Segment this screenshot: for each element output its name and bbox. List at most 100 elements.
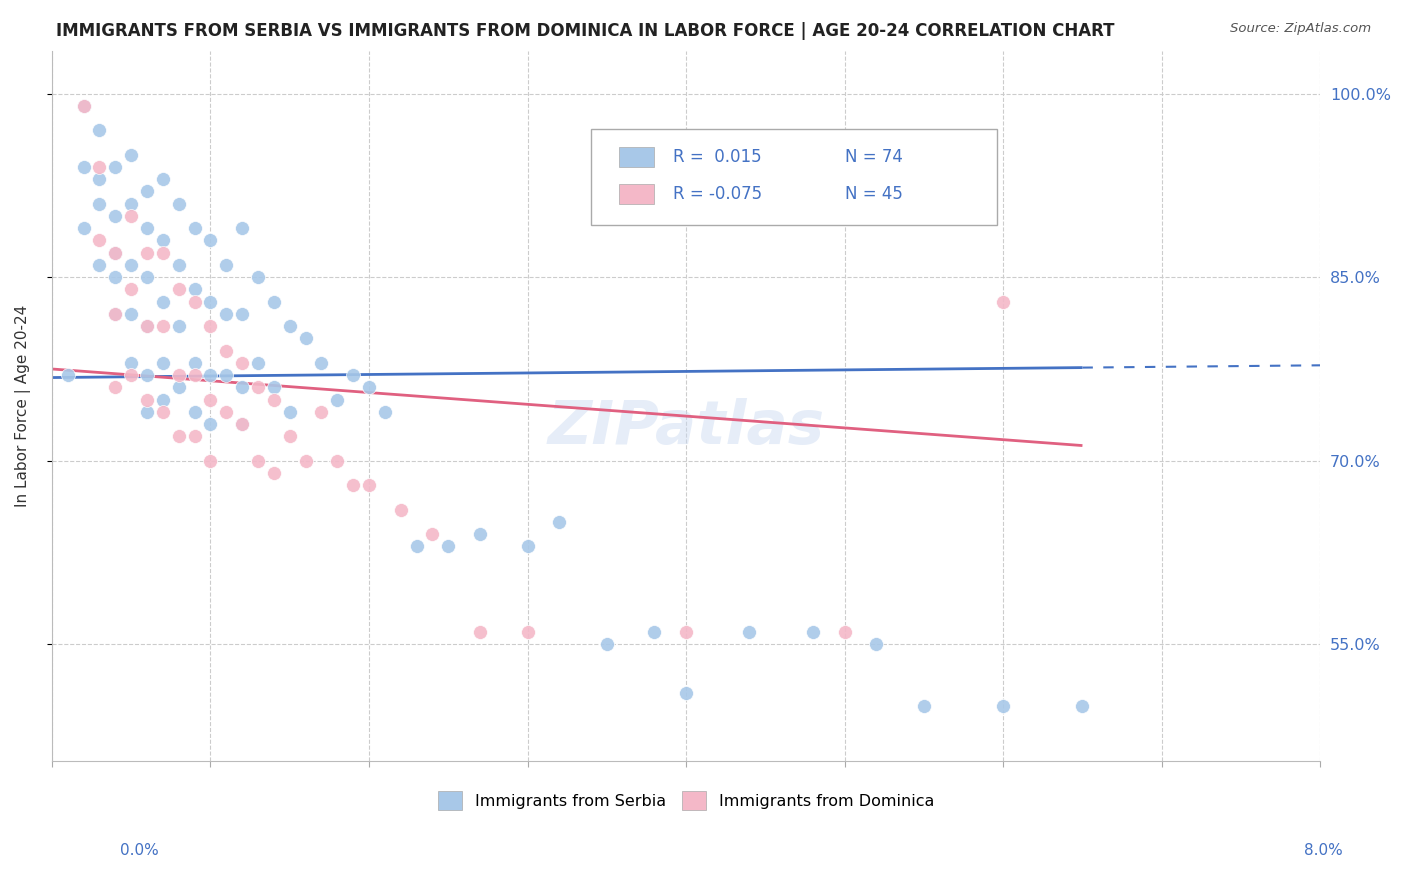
Point xyxy=(342,478,364,492)
Point xyxy=(72,99,94,113)
Point xyxy=(104,245,127,260)
Point xyxy=(104,245,127,260)
Point xyxy=(215,307,238,321)
Point xyxy=(183,294,205,309)
Point xyxy=(152,392,174,407)
Point xyxy=(120,258,142,272)
Point xyxy=(120,209,142,223)
Point xyxy=(215,343,238,358)
Point xyxy=(246,270,269,285)
Point xyxy=(200,368,222,383)
Point xyxy=(342,368,364,383)
Point xyxy=(152,319,174,334)
Point xyxy=(167,258,190,272)
Point xyxy=(991,698,1014,713)
Point xyxy=(278,405,301,419)
Point xyxy=(231,417,253,431)
Point xyxy=(675,625,697,640)
Point xyxy=(326,392,349,407)
Point xyxy=(468,625,491,640)
Point xyxy=(104,307,127,321)
Point xyxy=(120,307,142,321)
Point xyxy=(183,368,205,383)
Point xyxy=(231,356,253,370)
Point xyxy=(548,515,571,529)
Point xyxy=(167,319,190,334)
Point xyxy=(72,160,94,174)
Point xyxy=(136,221,159,235)
Point xyxy=(152,245,174,260)
Point xyxy=(136,405,159,419)
Point xyxy=(374,405,396,419)
Point xyxy=(136,185,159,199)
Point xyxy=(89,160,111,174)
Point xyxy=(136,368,159,383)
Text: ZIPatlas: ZIPatlas xyxy=(547,398,824,457)
Text: R = -0.075: R = -0.075 xyxy=(673,186,762,203)
Legend: Immigrants from Serbia, Immigrants from Dominica: Immigrants from Serbia, Immigrants from … xyxy=(432,784,941,817)
Point xyxy=(167,196,190,211)
Point xyxy=(152,172,174,186)
Point xyxy=(183,356,205,370)
Point xyxy=(246,454,269,468)
Point xyxy=(200,417,222,431)
Point xyxy=(231,380,253,394)
Point xyxy=(516,540,538,554)
Point xyxy=(311,356,333,370)
FancyBboxPatch shape xyxy=(619,147,654,167)
Text: R =  0.015: R = 0.015 xyxy=(673,148,762,166)
Point xyxy=(801,625,824,640)
Point xyxy=(215,368,238,383)
Point xyxy=(152,356,174,370)
Point xyxy=(89,123,111,137)
Point xyxy=(104,160,127,174)
Point xyxy=(183,405,205,419)
Point xyxy=(200,294,222,309)
Point xyxy=(422,527,444,541)
Point xyxy=(263,380,285,394)
Point xyxy=(152,405,174,419)
Point xyxy=(120,147,142,161)
Point xyxy=(136,319,159,334)
Point xyxy=(167,282,190,296)
Point xyxy=(389,502,412,516)
Point xyxy=(120,356,142,370)
Point xyxy=(738,625,761,640)
Point xyxy=(263,466,285,480)
Point xyxy=(72,99,94,113)
Point xyxy=(215,405,238,419)
Point xyxy=(263,294,285,309)
Point xyxy=(215,258,238,272)
Point xyxy=(136,245,159,260)
Point xyxy=(200,392,222,407)
Point xyxy=(263,392,285,407)
Point xyxy=(104,307,127,321)
Point xyxy=(152,294,174,309)
Point xyxy=(136,319,159,334)
Point xyxy=(200,319,222,334)
Point xyxy=(56,368,79,383)
Point xyxy=(865,637,887,651)
Point xyxy=(152,234,174,248)
Point xyxy=(89,234,111,248)
Text: 8.0%: 8.0% xyxy=(1303,843,1343,858)
Point xyxy=(231,417,253,431)
Point xyxy=(1071,698,1094,713)
Point xyxy=(120,282,142,296)
Point xyxy=(596,637,619,651)
Point xyxy=(104,380,127,394)
Point xyxy=(167,368,190,383)
Point xyxy=(294,331,316,345)
Point xyxy=(311,405,333,419)
Point xyxy=(468,527,491,541)
Point xyxy=(246,380,269,394)
Point xyxy=(294,454,316,468)
Point xyxy=(326,454,349,468)
Point xyxy=(405,540,427,554)
Text: Source: ZipAtlas.com: Source: ZipAtlas.com xyxy=(1230,22,1371,36)
Point xyxy=(231,221,253,235)
Point xyxy=(104,270,127,285)
Point xyxy=(89,258,111,272)
Text: 0.0%: 0.0% xyxy=(120,843,159,858)
FancyBboxPatch shape xyxy=(619,184,654,204)
